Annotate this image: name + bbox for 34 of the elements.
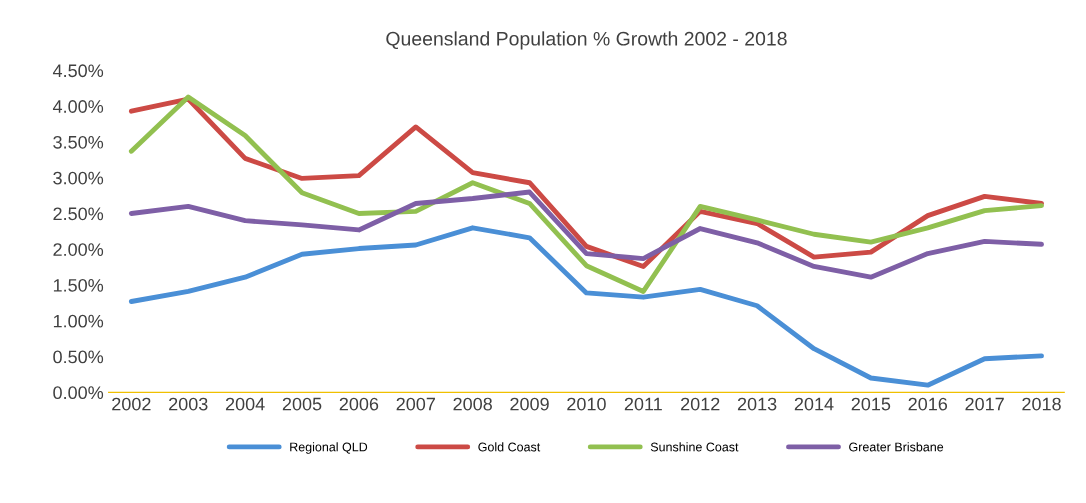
legend-label: Gold Coast	[478, 442, 541, 452]
chart-title: Queensland Population % Growth 2002 - 2018	[386, 31, 787, 50]
y-tick-label: 3.00%	[53, 171, 104, 185]
x-tick-label: 2004	[225, 397, 265, 411]
x-tick-label: 2015	[851, 397, 891, 411]
x-tick-label: 2016	[908, 397, 948, 411]
x-tick-label: 2010	[567, 397, 606, 411]
legend-label: Greater Brisbane	[849, 442, 944, 452]
legend-label: Regional QLD	[290, 442, 368, 454]
x-tick-label: 2005	[282, 397, 322, 411]
y-tick-label: 0.50%	[53, 350, 104, 364]
x-tick-label: 2017	[965, 397, 1004, 411]
x-tick-label: 2009	[510, 397, 549, 411]
x-tick-label: 2014	[794, 397, 834, 411]
legend-label: Sunshine Coast	[650, 442, 739, 452]
x-tick-label: 2013	[737, 397, 777, 411]
y-tick-label: 4.00%	[52, 100, 104, 113]
x-tick-label: 2003	[169, 397, 208, 411]
y-tick-label: 1.00%	[53, 314, 104, 328]
y-tick-label: 0.00%	[53, 386, 104, 400]
x-tick-label: 2011	[624, 397, 662, 411]
y-tick-label: 3.50%	[53, 135, 104, 149]
x-tick-label: 2012	[681, 397, 720, 411]
x-tick-label: 2002	[112, 397, 151, 411]
x-tick-label: 2018	[1022, 397, 1061, 411]
x-tick-label: 2007	[396, 397, 435, 411]
y-tick-label: 2.00%	[53, 243, 104, 256]
line-series	[128, 189, 1044, 280]
x-tick-label: 2006	[339, 397, 379, 411]
x-tick-label: 2008	[453, 397, 492, 411]
y-tick-label: 4.50%	[52, 64, 104, 78]
line-series	[128, 225, 1044, 388]
y-tick-label: 1.50%	[53, 278, 104, 292]
y-tick-label: 2.50%	[53, 207, 104, 221]
